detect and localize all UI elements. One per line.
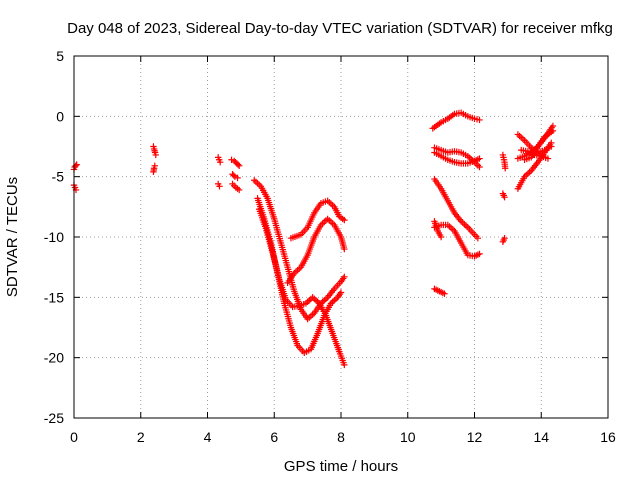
data-track — [514, 139, 555, 192]
data-point — [73, 161, 80, 168]
data-point — [501, 235, 508, 242]
data-point — [341, 245, 348, 253]
y-tick-label: -15 — [44, 289, 64, 305]
chart-title: Day 048 of 2023, Sidereal Day-to-day VTE… — [67, 20, 613, 37]
data-track — [70, 161, 80, 173]
data-point — [152, 151, 159, 159]
y-tick-label: -20 — [44, 350, 64, 366]
data-track — [431, 149, 483, 167]
data-track — [256, 206, 348, 369]
x-tick-label: 14 — [533, 429, 549, 445]
data-track — [70, 181, 80, 194]
x-axis-label: GPS time / hours — [284, 458, 398, 475]
x-tick-label: 12 — [467, 429, 483, 445]
data-point — [476, 250, 483, 258]
data-track — [214, 154, 224, 166]
data-track — [229, 180, 243, 194]
data-track — [431, 144, 483, 171]
data-point — [548, 143, 555, 150]
x-tick-label: 8 — [337, 429, 345, 445]
data-track — [150, 143, 159, 159]
data-track — [429, 109, 483, 132]
data-point — [501, 193, 508, 201]
data-point — [437, 233, 445, 241]
y-tick-label: -10 — [44, 229, 64, 245]
data-track — [499, 151, 509, 172]
data-track — [150, 162, 158, 176]
data-point — [476, 163, 483, 171]
x-tick-label: 2 — [137, 429, 145, 445]
data-point — [549, 127, 557, 135]
data-track — [228, 156, 243, 170]
plot-frame — [73, 55, 609, 419]
data-point — [341, 361, 348, 369]
data-point — [236, 186, 243, 194]
data-point — [502, 165, 509, 172]
data-point — [236, 162, 243, 170]
data-point — [234, 174, 241, 182]
data-point — [476, 116, 483, 124]
data-track — [499, 235, 508, 246]
data-point — [474, 235, 482, 242]
x-tick-label: 4 — [204, 429, 212, 445]
data-track — [229, 171, 241, 182]
data-track — [214, 180, 223, 190]
data-point — [441, 290, 448, 297]
y-axis-label: SDTVAR / TECUs — [4, 177, 21, 297]
axis-ticks: 0 2 4 6 8 10 12 14 16 -25 -20 -15 -10 -5 0 5 — [44, 48, 616, 445]
y-tick-label: -5 — [52, 169, 65, 185]
data-point — [341, 216, 348, 224]
data-track — [284, 215, 348, 287]
data-point — [341, 273, 348, 281]
x-tick-label: 0 — [70, 429, 78, 445]
data-track — [499, 190, 508, 201]
data-point — [337, 289, 345, 296]
x-tick-label: 6 — [270, 429, 278, 445]
data-point — [216, 183, 223, 190]
x-tick-label: 16 — [600, 429, 616, 445]
data-track — [431, 218, 445, 241]
data-track — [431, 285, 448, 297]
data-point — [230, 172, 237, 179]
data-track — [521, 127, 557, 163]
data-track — [431, 175, 482, 242]
data-points — [70, 109, 557, 369]
data-track — [287, 197, 348, 242]
y-tick-label: -25 — [44, 410, 64, 426]
x-tick-label: 10 — [400, 429, 416, 445]
data-point — [544, 155, 552, 162]
data-track — [518, 146, 552, 162]
data-point — [216, 158, 224, 166]
grid — [74, 56, 608, 418]
y-tick-label: 5 — [56, 48, 64, 64]
data-point — [151, 162, 158, 170]
y-tick-label: 0 — [56, 108, 64, 124]
data-track — [251, 177, 348, 323]
data-point — [234, 161, 242, 168]
data-point — [476, 155, 483, 162]
